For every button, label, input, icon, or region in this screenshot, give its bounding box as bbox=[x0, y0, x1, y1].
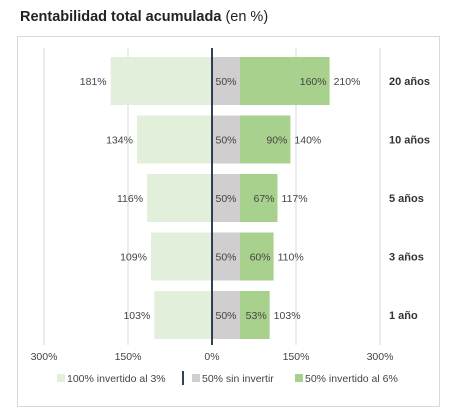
label-right-0: 160% bbox=[300, 76, 327, 88]
x-tick-label-1: 150% bbox=[115, 351, 142, 363]
label-left-4: 103% bbox=[123, 310, 150, 322]
bar-left-4 bbox=[154, 291, 212, 339]
chart-title-bold: Rentabilidad total acumulada bbox=[20, 9, 222, 25]
label-middle-2: 50% bbox=[215, 193, 236, 205]
category-label-0: 20 años bbox=[389, 76, 430, 88]
chart-frame bbox=[17, 36, 440, 407]
bar-middle-2 bbox=[212, 174, 240, 222]
bar-left-2 bbox=[147, 174, 212, 222]
x-tick-label-2: 0% bbox=[204, 351, 219, 363]
label-middle-3: 50% bbox=[215, 252, 236, 264]
label-total-3: 110% bbox=[278, 252, 304, 264]
bar-right-2 bbox=[240, 174, 278, 222]
label-total-4: 103% bbox=[274, 310, 301, 322]
bar-right-0 bbox=[240, 57, 330, 105]
label-left-1: 134% bbox=[106, 135, 133, 147]
legend-swatch-left bbox=[57, 374, 65, 382]
category-label-4: 1 año bbox=[389, 310, 418, 322]
x-tick-label-4: 300% bbox=[367, 351, 394, 363]
bar-middle-3 bbox=[212, 232, 240, 281]
bar-right-3 bbox=[240, 232, 274, 281]
legend-label-left: 100% invertido al 3% bbox=[67, 373, 166, 385]
bar-left-0 bbox=[110, 57, 212, 105]
label-total-2: 117% bbox=[282, 193, 308, 205]
bar-right-4 bbox=[240, 291, 270, 339]
x-tick-label-0: 300% bbox=[31, 351, 58, 363]
label-middle-1: 50% bbox=[215, 135, 236, 147]
label-right-3: 60% bbox=[250, 252, 271, 264]
category-label-2: 5 años bbox=[389, 193, 424, 205]
label-total-0: 210% bbox=[334, 76, 361, 88]
legend-swatch-middle bbox=[192, 374, 200, 382]
legend-swatch-right bbox=[295, 374, 303, 382]
label-left-2: 116% bbox=[117, 193, 143, 205]
label-total-1: 140% bbox=[294, 135, 321, 147]
bar-middle-0 bbox=[212, 57, 240, 105]
category-label-1: 10 años bbox=[389, 135, 430, 147]
chart-title: Rentabilidad total acumulada (en %) bbox=[20, 9, 268, 25]
label-middle-0: 50% bbox=[215, 76, 236, 88]
label-right-4: 53% bbox=[246, 310, 267, 322]
legend-label-right: 50% invertido al 6% bbox=[305, 373, 398, 385]
legend-label-middle: 50% sin invertir bbox=[202, 373, 274, 385]
label-right-1: 90% bbox=[266, 135, 287, 147]
label-middle-4: 50% bbox=[215, 310, 236, 322]
bar-left-1 bbox=[136, 115, 212, 164]
bar-left-3 bbox=[150, 232, 212, 281]
bar-middle-1 bbox=[212, 115, 240, 164]
chart-title-unit: (en %) bbox=[221, 9, 269, 25]
bar-middle-4 bbox=[212, 291, 240, 339]
x-tick-label-3: 150% bbox=[283, 351, 310, 363]
label-left-0: 181% bbox=[80, 76, 107, 88]
category-label-3: 3 años bbox=[389, 252, 424, 264]
label-right-2: 67% bbox=[254, 193, 275, 205]
bar-right-1 bbox=[240, 115, 291, 164]
label-left-3: 109% bbox=[120, 252, 147, 264]
